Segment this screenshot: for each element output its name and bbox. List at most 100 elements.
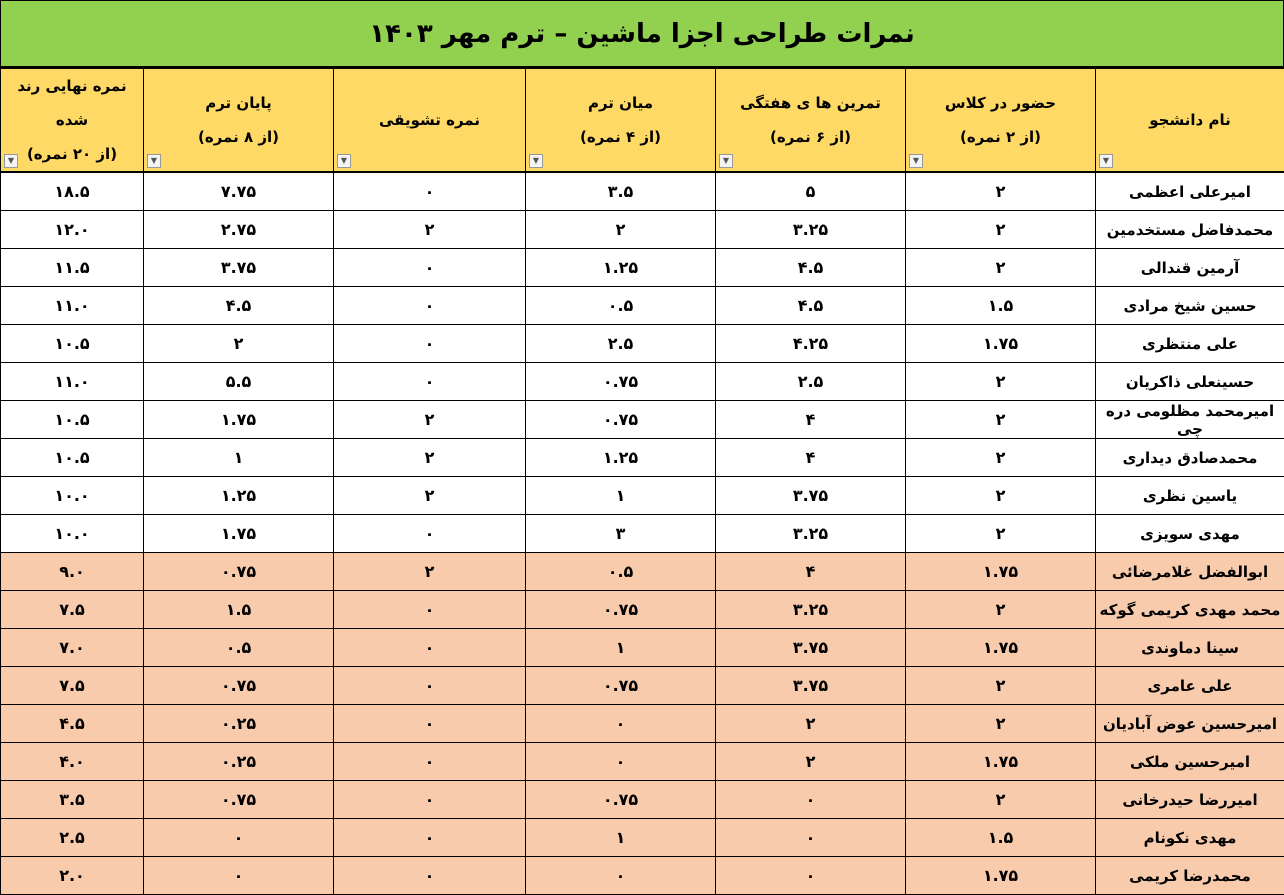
final-grade-cell[interactable]: ۱۰.۵ — [1, 401, 144, 439]
final-grade-cell[interactable]: ۱۱.۵ — [1, 249, 144, 287]
attendance-cell[interactable]: ۱.۷۵ — [906, 857, 1096, 895]
midterm-cell[interactable]: ۲.۵ — [526, 325, 716, 363]
attendance-cell[interactable]: ۲ — [906, 705, 1096, 743]
student-name-cell[interactable]: ابوالفضل غلامرضائی — [1096, 553, 1284, 591]
attendance-cell[interactable]: ۲ — [906, 172, 1096, 211]
column-header-midterm[interactable]: میان ترم(از ۴ نمره)▼ — [526, 69, 716, 173]
final-grade-cell[interactable]: ۱۰.۵ — [1, 439, 144, 477]
final-grade-cell[interactable]: ۴.۵ — [1, 705, 144, 743]
weekly-exercises-cell[interactable]: ۰ — [716, 819, 906, 857]
bonus-cell[interactable]: ۰ — [334, 819, 526, 857]
filter-dropdown-icon[interactable]: ▼ — [719, 154, 733, 168]
attendance-cell[interactable]: ۲ — [906, 667, 1096, 705]
midterm-cell[interactable]: ۳.۵ — [526, 172, 716, 211]
final-grade-cell[interactable]: ۴.۰ — [1, 743, 144, 781]
bonus-cell[interactable]: ۰ — [334, 781, 526, 819]
midterm-cell[interactable]: ۱ — [526, 819, 716, 857]
weekly-exercises-cell[interactable]: ۲.۵ — [716, 363, 906, 401]
attendance-cell[interactable]: ۲ — [906, 211, 1096, 249]
final-grade-cell[interactable]: ۷.۵ — [1, 667, 144, 705]
bonus-cell[interactable]: ۰ — [334, 743, 526, 781]
midterm-cell[interactable]: ۰.۷۵ — [526, 781, 716, 819]
midterm-cell[interactable]: ۳ — [526, 515, 716, 553]
filter-dropdown-icon[interactable]: ▼ — [147, 154, 161, 168]
filter-dropdown-icon[interactable]: ▼ — [337, 154, 351, 168]
final-grade-cell[interactable]: ۱۲.۰ — [1, 211, 144, 249]
final-grade-cell[interactable]: ۱۸.۵ — [1, 172, 144, 211]
bonus-cell[interactable]: ۰ — [334, 249, 526, 287]
final-exam-cell[interactable]: ۱.۵ — [144, 591, 334, 629]
column-header-final-exam[interactable]: پایان ترم(از ۸ نمره)▼ — [144, 69, 334, 173]
student-name-cell[interactable]: امیرحسین عوض آبادیان — [1096, 705, 1284, 743]
final-exam-cell[interactable]: ۰.۷۵ — [144, 553, 334, 591]
column-header-attendance[interactable]: حضور در کلاس(از ۲ نمره)▼ — [906, 69, 1096, 173]
weekly-exercises-cell[interactable]: ۴ — [716, 439, 906, 477]
student-name-cell[interactable]: حسینعلی ذاکریان — [1096, 363, 1284, 401]
student-name-cell[interactable]: امیرحسین ملکی — [1096, 743, 1284, 781]
weekly-exercises-cell[interactable]: ۰ — [716, 857, 906, 895]
midterm-cell[interactable]: ۲ — [526, 211, 716, 249]
bonus-cell[interactable]: ۲ — [334, 439, 526, 477]
bonus-cell[interactable]: ۰ — [334, 287, 526, 325]
student-name-cell[interactable]: امیرمحمد مظلومی دره چی — [1096, 401, 1284, 439]
bonus-cell[interactable]: ۰ — [334, 629, 526, 667]
final-grade-cell[interactable]: ۱۱.۰ — [1, 363, 144, 401]
weekly-exercises-cell[interactable]: ۴.۲۵ — [716, 325, 906, 363]
final-exam-cell[interactable]: ۳.۷۵ — [144, 249, 334, 287]
midterm-cell[interactable]: ۰ — [526, 705, 716, 743]
midterm-cell[interactable]: ۰ — [526, 743, 716, 781]
final-exam-cell[interactable]: ۱.۷۵ — [144, 515, 334, 553]
attendance-cell[interactable]: ۱.۵ — [906, 287, 1096, 325]
final-exam-cell[interactable]: ۱.۷۵ — [144, 401, 334, 439]
final-exam-cell[interactable]: ۷.۷۵ — [144, 172, 334, 211]
student-name-cell[interactable]: علی عامری — [1096, 667, 1284, 705]
filter-dropdown-icon[interactable]: ▼ — [529, 154, 543, 168]
midterm-cell[interactable]: ۱ — [526, 629, 716, 667]
final-grade-cell[interactable]: ۲.۰ — [1, 857, 144, 895]
weekly-exercises-cell[interactable]: ۳.۲۵ — [716, 211, 906, 249]
final-grade-cell[interactable]: ۹.۰ — [1, 553, 144, 591]
weekly-exercises-cell[interactable]: ۳.۲۵ — [716, 515, 906, 553]
attendance-cell[interactable]: ۱.۷۵ — [906, 325, 1096, 363]
bonus-cell[interactable]: ۰ — [334, 172, 526, 211]
weekly-exercises-cell[interactable]: ۳.۷۵ — [716, 667, 906, 705]
attendance-cell[interactable]: ۲ — [906, 515, 1096, 553]
final-exam-cell[interactable]: ۲.۷۵ — [144, 211, 334, 249]
student-name-cell[interactable]: علی منتظری — [1096, 325, 1284, 363]
midterm-cell[interactable]: ۰.۵ — [526, 553, 716, 591]
student-name-cell[interactable]: یاسین نظری — [1096, 477, 1284, 515]
student-name-cell[interactable]: محمدفاضل مستخدمین — [1096, 211, 1284, 249]
bonus-cell[interactable]: ۲ — [334, 477, 526, 515]
midterm-cell[interactable]: ۱.۲۵ — [526, 249, 716, 287]
bonus-cell[interactable]: ۰ — [334, 667, 526, 705]
midterm-cell[interactable]: ۱.۲۵ — [526, 439, 716, 477]
final-grade-cell[interactable]: ۱۱.۰ — [1, 287, 144, 325]
student-name-cell[interactable]: محمدرضا کریمی — [1096, 857, 1284, 895]
attendance-cell[interactable]: ۱.۵ — [906, 819, 1096, 857]
final-grade-cell[interactable]: ۱۰.۰ — [1, 477, 144, 515]
bonus-cell[interactable]: ۲ — [334, 211, 526, 249]
bonus-cell[interactable]: ۰ — [334, 363, 526, 401]
weekly-exercises-cell[interactable]: ۴.۵ — [716, 249, 906, 287]
weekly-exercises-cell[interactable]: ۵ — [716, 172, 906, 211]
final-exam-cell[interactable]: ۰.۲۵ — [144, 705, 334, 743]
final-exam-cell[interactable]: ۰.۵ — [144, 629, 334, 667]
bonus-cell[interactable]: ۲ — [334, 553, 526, 591]
attendance-cell[interactable]: ۱.۷۵ — [906, 553, 1096, 591]
bonus-cell[interactable]: ۰ — [334, 705, 526, 743]
column-header-bonus[interactable]: نمره تشویقی▼ — [334, 69, 526, 173]
final-grade-cell[interactable]: ۷.۰ — [1, 629, 144, 667]
bonus-cell[interactable]: ۰ — [334, 325, 526, 363]
student-name-cell[interactable]: امیررضا حیدرخانی — [1096, 781, 1284, 819]
weekly-exercises-cell[interactable]: ۴ — [716, 401, 906, 439]
bonus-cell[interactable]: ۰ — [334, 591, 526, 629]
final-exam-cell[interactable]: ۴.۵ — [144, 287, 334, 325]
final-exam-cell[interactable]: ۰.۷۵ — [144, 667, 334, 705]
midterm-cell[interactable]: ۱ — [526, 477, 716, 515]
final-exam-cell[interactable]: ۱ — [144, 439, 334, 477]
attendance-cell[interactable]: ۱.۷۵ — [906, 743, 1096, 781]
final-exam-cell[interactable]: ۰ — [144, 857, 334, 895]
column-header-student-name[interactable]: نام دانشجو▼ — [1096, 69, 1284, 173]
student-name-cell[interactable]: محمد مهدی کریمی گوکه — [1096, 591, 1284, 629]
attendance-cell[interactable]: ۱.۷۵ — [906, 629, 1096, 667]
